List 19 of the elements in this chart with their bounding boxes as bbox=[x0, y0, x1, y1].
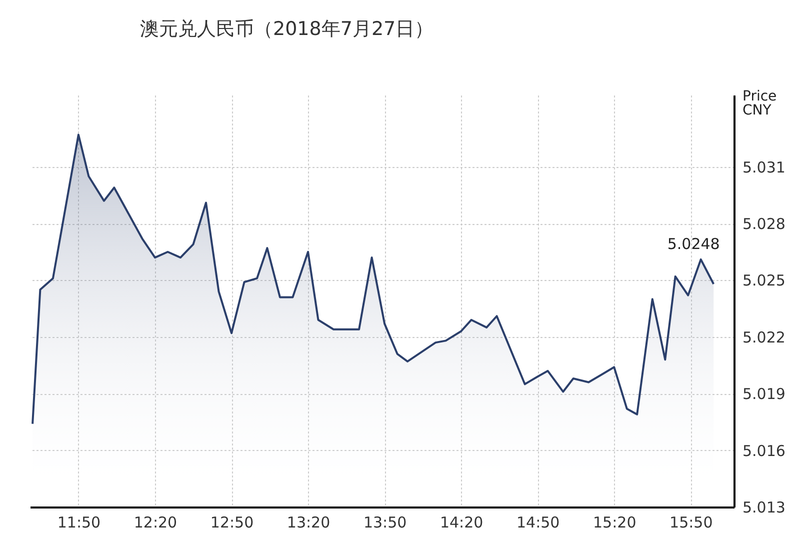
y-tick-label: 5.019 bbox=[742, 385, 786, 404]
annotation: 5.0248 bbox=[667, 234, 720, 253]
y-tick-label: 5.025 bbox=[742, 272, 786, 290]
y-tick-label: 5.022 bbox=[742, 328, 786, 346]
x-tick-label: 13:20 bbox=[286, 514, 330, 532]
x-tick-label: 11:50 bbox=[57, 514, 101, 532]
x-tick-label: 15:20 bbox=[593, 514, 636, 532]
x-tick-label: 14:50 bbox=[516, 514, 560, 532]
x-tick-label: 12:20 bbox=[134, 514, 178, 532]
x-tick-label: 14:20 bbox=[440, 514, 484, 532]
x-tick-label: 15:50 bbox=[670, 514, 713, 532]
y-axis-title: Price CNY bbox=[742, 88, 777, 118]
x-tick-label: 12:50 bbox=[210, 514, 254, 532]
x-tick-label: 13:50 bbox=[363, 514, 407, 532]
y-tick-label: 5.013 bbox=[742, 498, 786, 516]
chart-title: 澳元兑人民币（2018年7月27日） bbox=[140, 18, 434, 40]
y-tick-label: 5.031 bbox=[742, 158, 786, 176]
y-tick-label: 5.028 bbox=[742, 215, 786, 234]
y-tick-label: 5.016 bbox=[742, 442, 786, 460]
